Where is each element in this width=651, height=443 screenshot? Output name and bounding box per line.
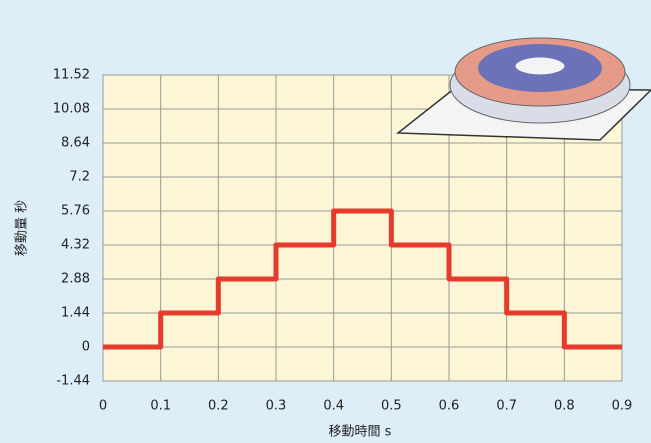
y-tick-label: 4.32 (61, 238, 90, 253)
x-tick-label: 0.2 (208, 399, 229, 414)
x-tick-label: 0.7 (496, 399, 517, 414)
y-tick-label: -1.44 (56, 374, 90, 389)
x-axis-label: 移動時間 s (329, 425, 392, 440)
x-tick-label: 0.9 (612, 399, 633, 414)
y-tick-label: 8.64 (61, 136, 90, 151)
y-tick-label: 2.88 (61, 272, 90, 287)
x-tick-label: 0.6 (439, 399, 460, 414)
grid (102, 74, 623, 382)
y-tick-label: 0 (82, 340, 90, 355)
y-tick-label: 1.44 (61, 306, 90, 321)
y-tick-label: 5.76 (61, 204, 90, 219)
bearing-illustration (395, 37, 651, 141)
y-axis-label: 移動量 秒 (15, 200, 30, 256)
y-tick-label: 11.52 (53, 68, 90, 83)
x-tick-label: 0.5 (381, 399, 402, 414)
x-tick-label: 0.4 (323, 399, 344, 414)
x-tick-label: 0 (99, 399, 107, 414)
data-line (103, 208, 622, 350)
x-tick-label: 0.1 (150, 399, 171, 414)
x-tick-label: 0.3 (266, 399, 287, 414)
marks (103, 208, 622, 350)
y-tick-label: 7.2 (69, 170, 90, 185)
x-tick-label: 0.8 (554, 399, 575, 414)
y-tick-label: 10.08 (53, 102, 90, 117)
